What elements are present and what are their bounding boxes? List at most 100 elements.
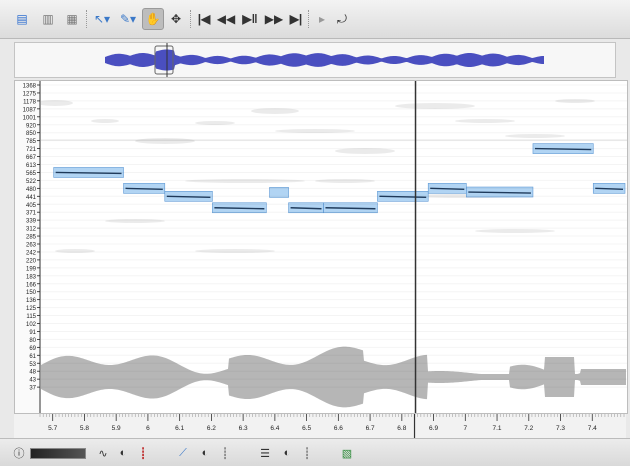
- pitch-layer-icon[interactable]: ⟋: [179, 446, 187, 459]
- volume-slider[interactable]: [30, 445, 86, 461]
- pitch-segment: [595, 187, 624, 191]
- notes-layer-icon[interactable]: ☰: [260, 447, 270, 460]
- rewind-start-icon[interactable]: |◀: [197, 12, 211, 26]
- pitch-tick-label: 69: [29, 346, 36, 352]
- harmonic-band: [41, 139, 627, 141]
- time-tick-label: 6.4: [270, 425, 279, 432]
- spectrogram-smudge: [135, 138, 195, 144]
- spectrogram-smudge: [91, 119, 119, 123]
- pitch-segment: [166, 195, 211, 198]
- pitch-tick-label: 613: [26, 163, 37, 169]
- toolbar-separator: [190, 10, 192, 28]
- time-tick-label: 7.3: [556, 425, 565, 432]
- pitch-tick-label: 1368: [23, 84, 37, 90]
- waveform-layer-icon[interactable]: ∿: [98, 447, 108, 460]
- spectrogram-smudge: [275, 129, 355, 133]
- pitch-tick-label: 371: [26, 211, 37, 217]
- waveform-shape: [41, 346, 626, 408]
- toolbar-separator: [86, 10, 88, 28]
- pitch-tick-label: 166: [26, 282, 37, 288]
- hand-tool-icon[interactable]: ✋: [142, 8, 164, 30]
- time-tick-label: 6.3: [239, 425, 248, 432]
- time-tick-label: 6.9: [429, 425, 438, 432]
- record-icon[interactable]: ▸: [318, 12, 326, 26]
- pitch-tick-label: 522: [26, 179, 37, 185]
- pitch-track-layer: [55, 147, 624, 210]
- time-tick-label: 5.8: [80, 425, 89, 432]
- edit-tool-icon[interactable]: ✎▾: [119, 12, 137, 26]
- spectrogram-smudge: [185, 179, 305, 183]
- pitch-tick-label: 1001: [23, 115, 37, 121]
- overview-viewport[interactable]: [154, 45, 174, 75]
- spectrogram-smudge: [105, 219, 165, 223]
- overview-panel[interactable]: [14, 42, 616, 78]
- fast-forward-end-icon[interactable]: ▶|: [289, 12, 303, 26]
- spectrogram-smudge: [505, 134, 565, 138]
- note-block[interactable]: [269, 187, 289, 198]
- spectrogram-smudge: [455, 119, 515, 123]
- pitch-tick-label: 312: [26, 227, 37, 233]
- pitch-tick-label: 102: [26, 322, 37, 328]
- pitch-segment: [468, 191, 531, 194]
- pitch-tick-label: 183: [26, 274, 37, 280]
- pitch-tick-label: 1178: [23, 99, 37, 105]
- spectrogram-smudge: [395, 103, 475, 109]
- time-tick-label: 7.4: [588, 425, 597, 432]
- move-tool-icon[interactable]: ✥: [170, 12, 182, 26]
- time-tick-label: 6.7: [366, 425, 375, 432]
- pitch-tick-label: 441: [26, 195, 37, 201]
- pitch-tick-label: 37: [29, 386, 36, 392]
- toolbar: ▤ ▥ ▦ ↖▾ ✎▾ ✋ ✥ |◀ ◀◀ ▶‖ ▶▶ ▶| ▸ ⤾: [0, 0, 630, 39]
- info-icon[interactable]: ⓘ: [13, 448, 25, 460]
- pitch-tick-label: 136: [26, 298, 37, 304]
- spectrogram-layer-icon[interactable]: ▧: [341, 447, 353, 460]
- toolbar-separator: [308, 10, 310, 28]
- pitch-segment: [379, 195, 427, 198]
- play-pause-icon[interactable]: ▶‖: [242, 12, 258, 26]
- notes-toggle-icon[interactable]: ◐: [283, 447, 291, 459]
- pitch-tick-label: 785: [26, 139, 37, 145]
- pitch-segment: [534, 147, 592, 151]
- spectrogram-smudge: [195, 121, 235, 125]
- pitch-segment: [290, 207, 322, 210]
- fast-forward-icon[interactable]: ▶▶: [264, 12, 284, 26]
- loop-icon[interactable]: ⤾: [337, 11, 347, 26]
- pitch-tick-label: 480: [26, 187, 37, 193]
- main-pane[interactable]: 1368 1275 1178 1087 1001 920 850 785 721 667 613 56…: [14, 80, 628, 414]
- layer-bar: ⓘ ∿ ◐ ┋ ⟋ ◐ ┋ ☰ ◐ ┋ ▧: [0, 438, 630, 466]
- layer-toggle-icon[interactable]: ◐: [119, 447, 127, 459]
- pitch-tick-label: 667: [26, 155, 37, 161]
- export-icon[interactable]: ▦: [66, 12, 78, 26]
- save-icon[interactable]: ▥: [42, 12, 54, 26]
- pitch-tick-label: 242: [26, 250, 37, 256]
- pitch-tick-label: 339: [26, 219, 37, 225]
- pitch-tick-label: 263: [26, 243, 37, 249]
- pitch-toggle-icon[interactable]: ◐: [201, 447, 209, 459]
- pitch-tick-label: 565: [26, 171, 37, 177]
- notes-meter-icon: ┋: [303, 447, 311, 460]
- spectrogram-smudge: [37, 100, 73, 106]
- pitch-tick-label: 150: [26, 290, 37, 296]
- rewind-icon[interactable]: ◀◀: [216, 12, 236, 26]
- pitch-tick-label: 80: [29, 338, 36, 344]
- pitch-tick-label: 61: [29, 354, 36, 360]
- pitch-segment: [325, 207, 376, 210]
- pitch-tick-label: 1087: [23, 107, 37, 113]
- pitch-tick-label: 125: [26, 306, 37, 312]
- spectrogram-smudge: [251, 108, 299, 114]
- open-icon[interactable]: ▤: [16, 12, 28, 26]
- navigate-tool-icon[interactable]: ↖▾: [93, 12, 111, 26]
- notes-layer: [53, 143, 626, 214]
- pitch-meter-icon: ┋: [221, 447, 229, 460]
- pitch-tick-label: 220: [26, 258, 37, 264]
- waveform-layer: [41, 346, 626, 408]
- pitch-tick-label: 43: [29, 378, 36, 384]
- time-ruler[interactable]: 5.7 5.8 5.9 6 6.1 6.2 6.3 6.4 6.5 6.6 6.7 6.8 6.9 7 7.…: [14, 413, 626, 438]
- pitch-segment: [214, 207, 265, 210]
- time-tick-label: 6: [146, 425, 150, 432]
- time-tick-label: 6.8: [397, 425, 406, 432]
- time-tick-label: 6.2: [207, 425, 216, 432]
- pitch-tick-label: 115: [26, 314, 36, 320]
